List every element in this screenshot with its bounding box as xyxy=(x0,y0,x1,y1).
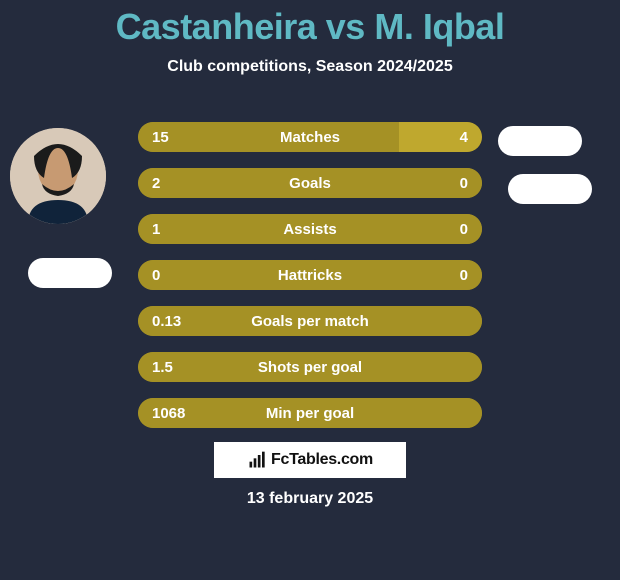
stat-label: Hattricks xyxy=(208,267,412,284)
stat-row: 0.13Goals per match xyxy=(138,306,482,336)
stat-label: Matches xyxy=(208,129,412,146)
stat-value-left: 2 xyxy=(138,175,208,192)
title-vs: vs xyxy=(326,6,365,47)
stat-value-right: 0 xyxy=(412,267,482,284)
stat-value-left: 15 xyxy=(138,129,208,146)
stat-value-left: 1.5 xyxy=(138,359,208,376)
stat-value-left: 1 xyxy=(138,221,208,238)
stat-value-right: 4 xyxy=(412,129,482,146)
club-badge-left xyxy=(28,258,112,288)
source-logo-text: FcTables.com xyxy=(271,451,373,469)
stat-row: 2Goals0 xyxy=(138,168,482,198)
stat-label: Goals xyxy=(208,175,412,192)
title-player-right: M. Iqbal xyxy=(374,6,504,47)
title-player-left: Castanheira xyxy=(116,6,317,47)
stat-value-right: 0 xyxy=(412,221,482,238)
stat-value-right: 0 xyxy=(412,175,482,192)
stat-value-left: 0 xyxy=(138,267,208,284)
stat-value-left: 1068 xyxy=(138,405,208,422)
player-avatar-left xyxy=(10,128,106,224)
page-title: Castanheira vs M. Iqbal xyxy=(0,0,620,48)
stat-row: 1Assists0 xyxy=(138,214,482,244)
club-badge-right-1 xyxy=(498,126,582,156)
club-badge-right-2 xyxy=(508,174,592,204)
stat-row: 1068Min per goal xyxy=(138,398,482,428)
stat-label: Min per goal xyxy=(208,405,412,422)
stat-label: Assists xyxy=(208,221,412,238)
chart-icon xyxy=(247,450,267,470)
stat-value-left: 0.13 xyxy=(138,313,208,330)
stat-row: 0Hattricks0 xyxy=(138,260,482,290)
date-text: 13 february 2025 xyxy=(0,490,620,508)
source-logo: FcTables.com xyxy=(214,442,406,478)
stat-label: Goals per match xyxy=(208,313,412,330)
stats-container: 15Matches42Goals01Assists00Hattricks00.1… xyxy=(138,122,482,444)
stat-label: Shots per goal xyxy=(208,359,412,376)
subtitle: Club competitions, Season 2024/2025 xyxy=(0,58,620,76)
stat-row: 15Matches4 xyxy=(138,122,482,152)
stat-row: 1.5Shots per goal xyxy=(138,352,482,382)
